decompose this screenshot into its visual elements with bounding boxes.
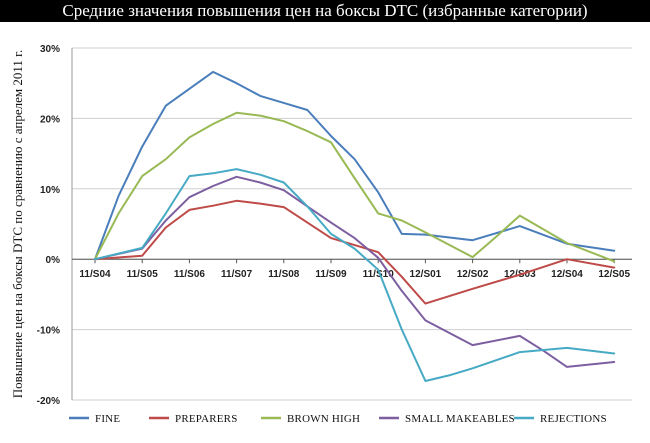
y-tick-label: 10% (40, 185, 60, 196)
y-axis-label: Повышение цен на боксы DTC по сравнению … (10, 50, 25, 398)
legend-label-brown-high: BROWN HIGH (287, 413, 360, 425)
y-tick-label: 0% (46, 255, 61, 266)
x-tick-label: 11/S08 (268, 269, 300, 280)
series-line-small-makeables (94, 175, 616, 368)
x-tick-label: 12/S01 (410, 269, 442, 280)
y-axis: -20% -10% 0% 10% 20% 30% (37, 44, 73, 407)
x-axis: 11/S04 11/S05 11/S06 11/S07 11/S08 11/S09 11/S… (72, 258, 632, 280)
x-tick-label: 11/S05 (127, 269, 159, 280)
x-tick-label: 11/S10 (363, 269, 395, 280)
x-tick-label: 12/S05 (598, 269, 630, 280)
series-line-rejections (94, 168, 616, 382)
series-line-brown-high (94, 111, 616, 263)
y-tick-label: -20% (37, 396, 60, 407)
legend-label-small-makeables: SMALL MAKEABLES (405, 413, 515, 425)
x-tick-label: 11/S07 (221, 269, 253, 280)
y-tick-label: 20% (40, 114, 60, 125)
legend: FINE PREPARERS BROWN HIGH SMALL MAKEABLES RE… (69, 413, 607, 425)
legend-label-fine: FINE (95, 413, 120, 425)
y-tick-label: -10% (37, 326, 60, 337)
series-lines (94, 70, 616, 382)
chart-title: Средние значения повышения цен на боксы … (0, 0, 650, 22)
legend-label-rejections: REJECTIONS (540, 413, 607, 425)
series-line-preparers (94, 199, 616, 305)
series-line-fine (94, 70, 616, 261)
x-tick-label: 12/S04 (551, 269, 583, 280)
x-tick-label: 11/S09 (315, 269, 347, 280)
grid-lines (72, 47, 632, 401)
legend-label-preparers: PREPARERS (175, 413, 238, 425)
y-tick-label: 30% (40, 44, 60, 55)
x-tick-label: 11/S04 (79, 269, 111, 280)
x-tick-label: 11/S06 (174, 269, 206, 280)
x-tick-label: 12/S02 (457, 269, 489, 280)
